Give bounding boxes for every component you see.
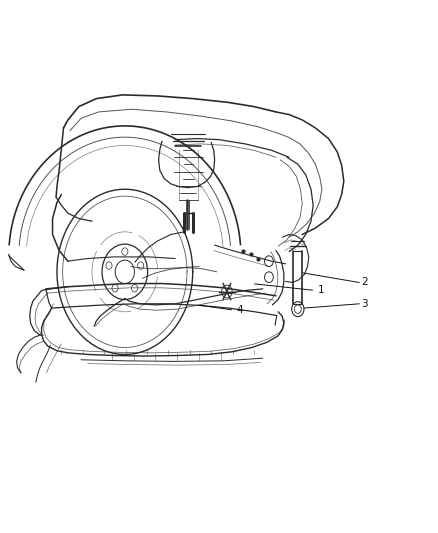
Text: 1: 1 — [318, 286, 324, 295]
Text: 3: 3 — [361, 299, 368, 309]
Text: 4: 4 — [237, 305, 243, 315]
Text: 2: 2 — [361, 278, 368, 287]
